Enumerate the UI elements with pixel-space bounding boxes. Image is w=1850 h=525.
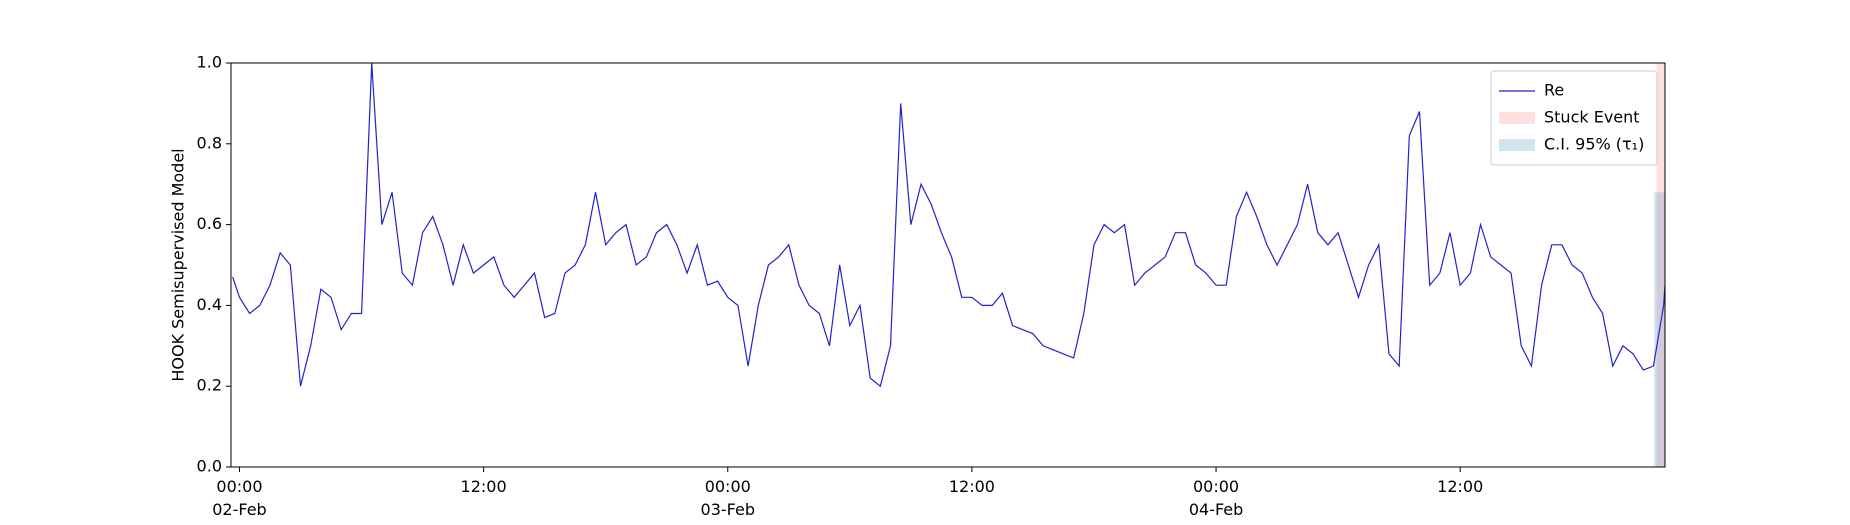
x-tick-label: 12:00 [948,477,995,496]
data-line [232,62,1666,388]
legend-label: Re [1544,81,1564,100]
stuck-event-span [1656,63,1665,467]
legend-label: C.I. 95% (τ₁) [1544,135,1644,154]
plot-frame [230,62,1666,468]
legend-patch [1499,139,1535,151]
x-tick-label: 12:00 [460,477,507,496]
legend-box [1490,70,1658,166]
legend: Re Stuck Event C.I. 95% (τ₁) [1490,70,1658,166]
y-tick-label: 0.2 [197,376,222,395]
x-tick-label: 00:00 04-Feb [1188,477,1244,519]
y-tick-label: 0.6 [197,214,222,233]
x-tick-label: 12:00 [1437,477,1484,496]
x-tick-label: 00:00 02-Feb 1900 [212,477,267,525]
legend-patch [1499,112,1535,124]
y-tick-label: 0.4 [197,295,222,314]
y-tick-label: 0.0 [197,457,222,476]
y-tick-label: 1.0 [197,53,222,72]
y-axis-label: HOOK Semisupervised Model [169,148,188,381]
y-tick-label: 0.8 [197,133,222,152]
legend-label: Stuck Event [1544,108,1640,127]
x-tick-label: 00:00 03-Feb [700,477,755,519]
